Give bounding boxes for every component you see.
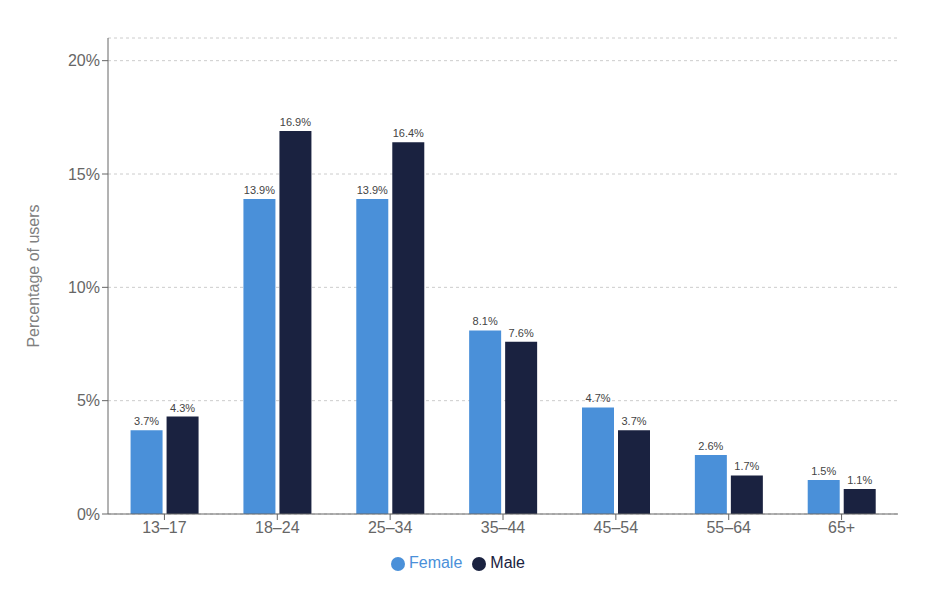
svg-text:15%: 15%: [68, 166, 100, 183]
html-text:Female: Female: [409, 554, 463, 571]
svg-text:4.7%: 4.7%: [585, 392, 610, 404]
svg-text:Percentage of users: Percentage of users: [25, 204, 42, 347]
svg-text:13.9%: 13.9%: [244, 184, 275, 196]
svg-text:45–54: 45–54: [594, 519, 639, 536]
svg-text:13.9%: 13.9%: [357, 184, 388, 196]
svg-text:18–24: 18–24: [255, 519, 300, 536]
svg-text:35–44: 35–44: [481, 519, 526, 536]
svg-text:3.7%: 3.7%: [134, 415, 159, 427]
svg-text:1.7%: 1.7%: [734, 460, 759, 472]
svg-text:4.3%: 4.3%: [170, 402, 195, 414]
svg-text:55–64: 55–64: [706, 519, 751, 536]
html-text:Male: Male: [490, 554, 525, 571]
svg-text:1.1%: 1.1%: [847, 474, 872, 486]
svg-text:1.5%: 1.5%: [811, 465, 836, 477]
svg-text:65+: 65+: [828, 519, 855, 536]
svg-text:16.9%: 16.9%: [280, 116, 311, 128]
svg-text:10%: 10%: [68, 279, 100, 296]
svg-text:2.6%: 2.6%: [698, 440, 723, 452]
svg-text:13–17: 13–17: [142, 519, 187, 536]
svg-text:3.7%: 3.7%: [621, 415, 646, 427]
svg-text:5%: 5%: [77, 392, 100, 409]
svg-text:16.4%: 16.4%: [393, 127, 424, 139]
svg-text:0%: 0%: [77, 506, 100, 523]
svg-text:25–34: 25–34: [368, 519, 413, 536]
svg-text:7.6%: 7.6%: [509, 327, 534, 339]
svg-text:8.1%: 8.1%: [473, 315, 498, 327]
svg-text:20%: 20%: [68, 52, 100, 69]
